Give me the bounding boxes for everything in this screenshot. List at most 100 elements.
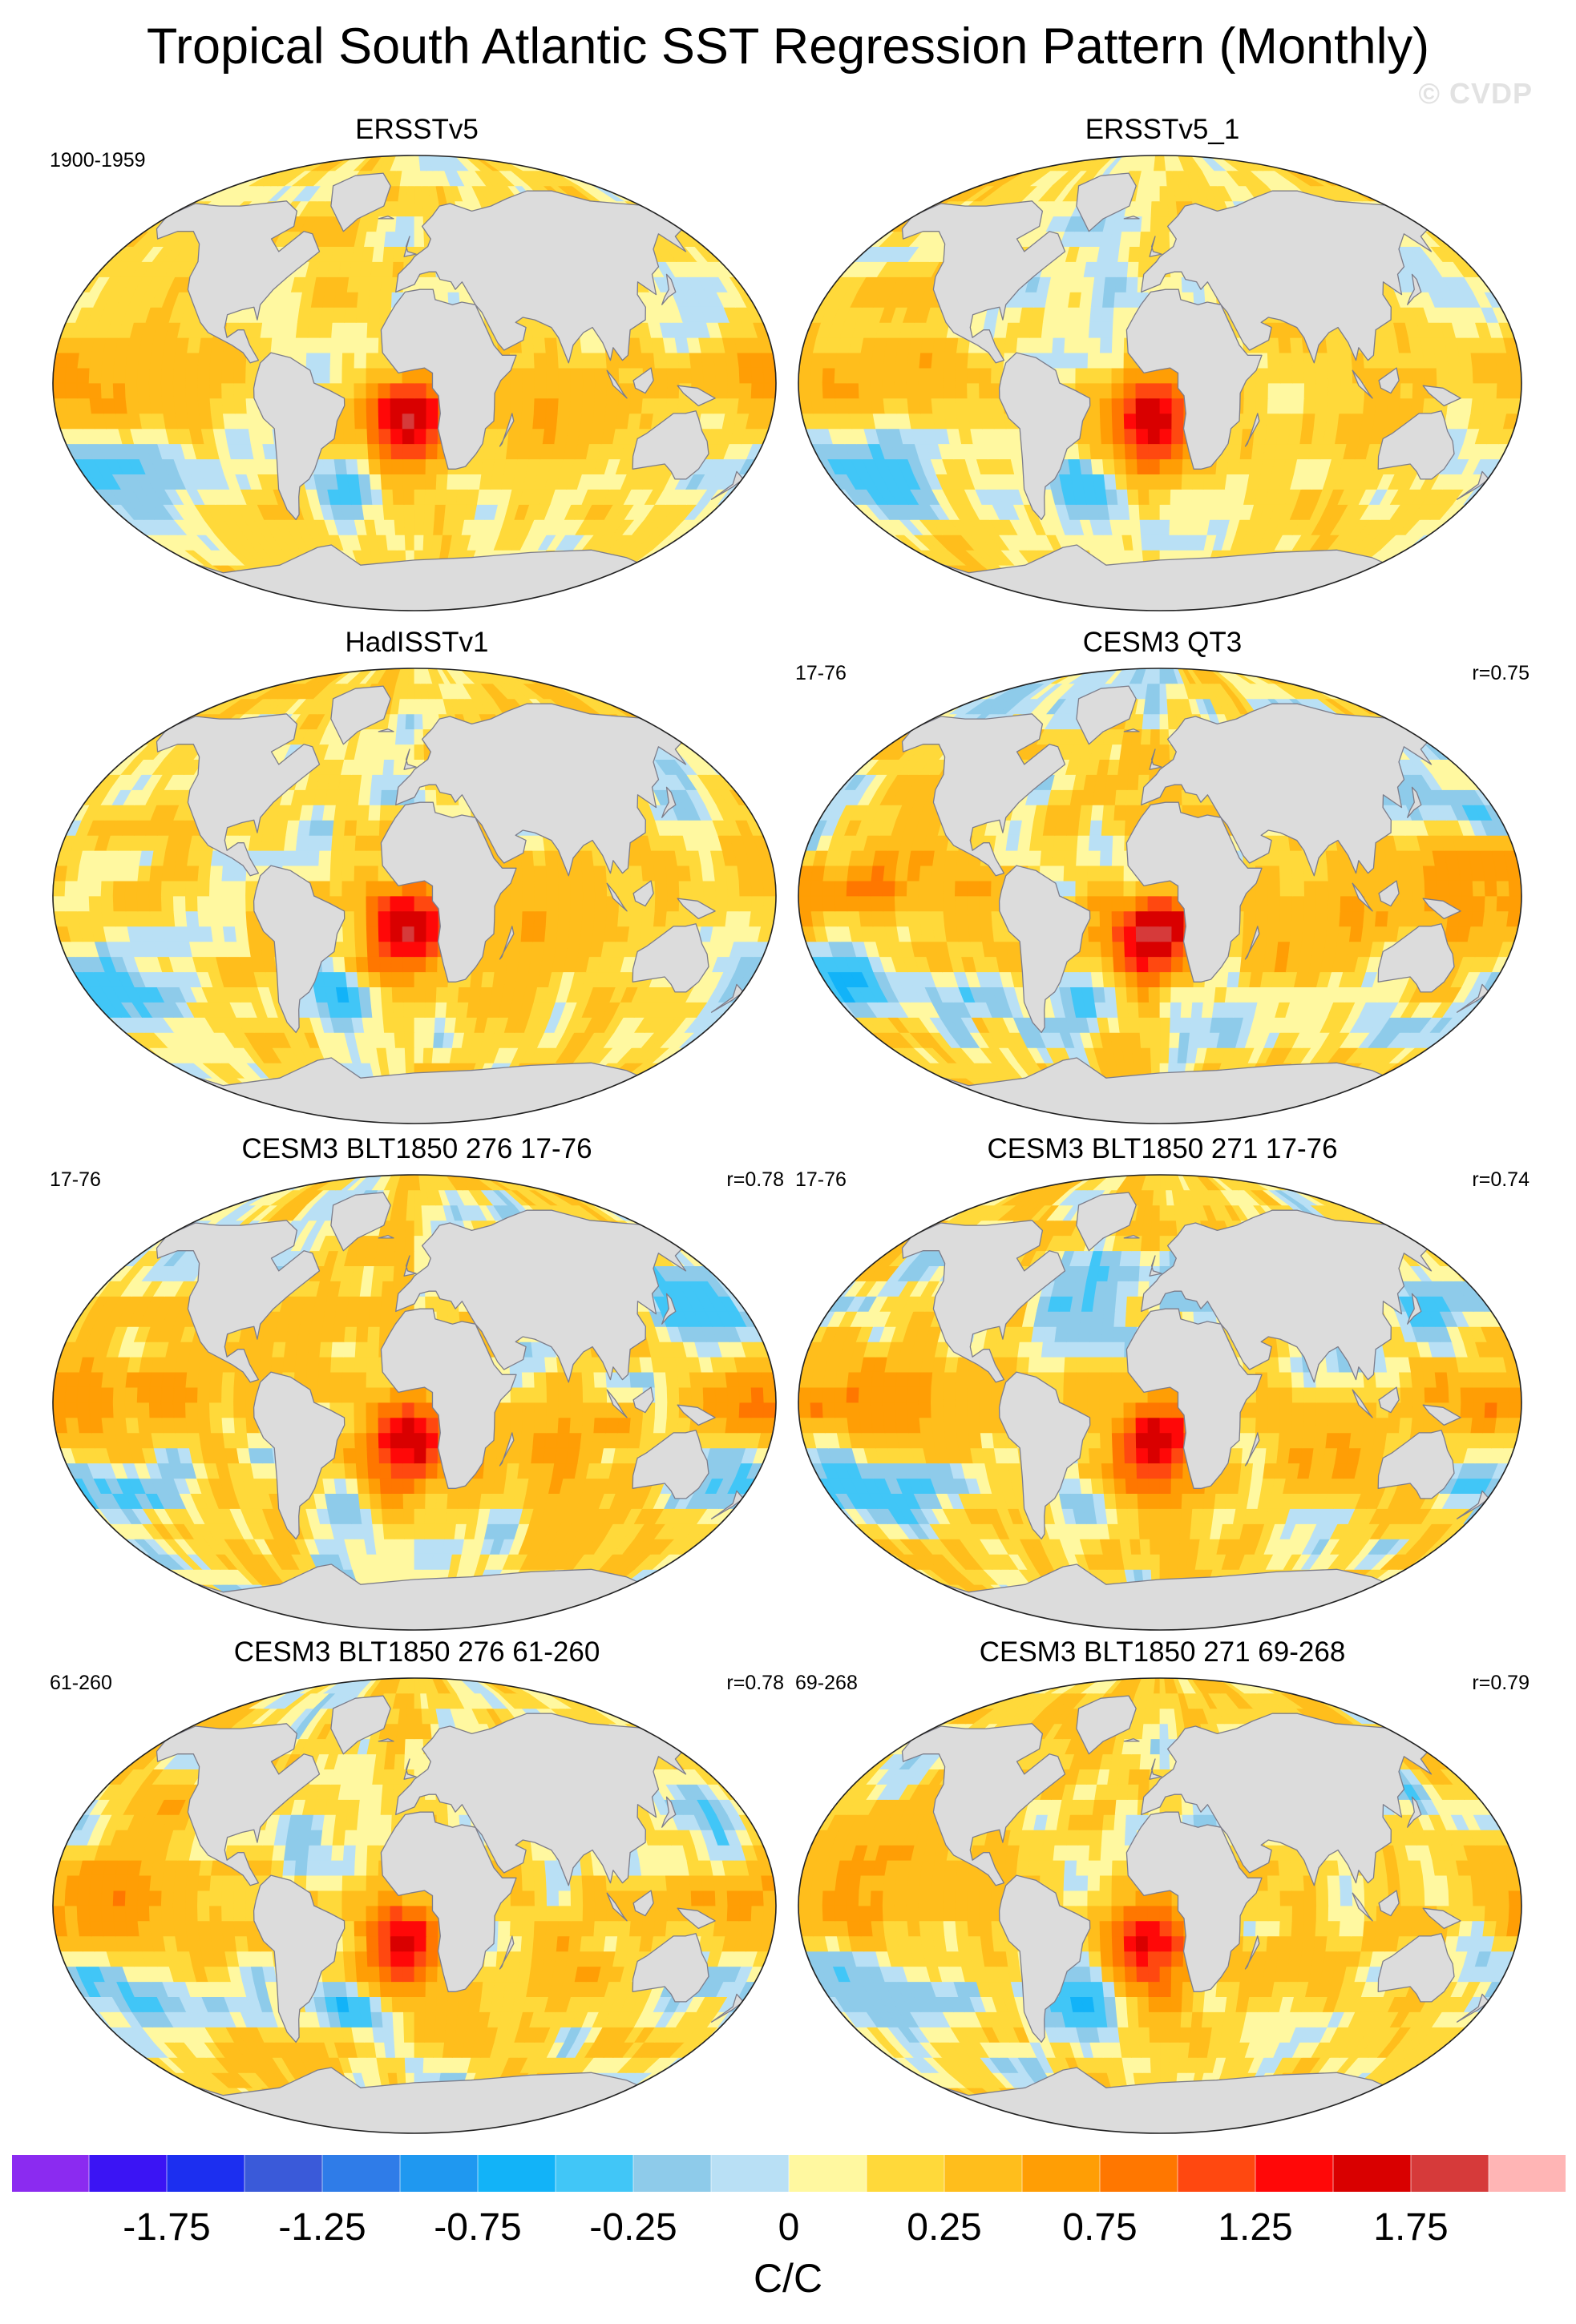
sst-cell bbox=[1159, 443, 1173, 460]
sst-cell bbox=[1148, 458, 1161, 475]
sst-cell bbox=[617, 910, 632, 927]
land-mass bbox=[330, 172, 391, 232]
sst-cell bbox=[209, 352, 224, 369]
sst-cell bbox=[463, 155, 488, 171]
sst-cell bbox=[581, 865, 596, 882]
sst-cell bbox=[354, 382, 367, 399]
sst-cell bbox=[414, 1002, 426, 1018]
sst-cell bbox=[366, 865, 379, 882]
sst-cell bbox=[956, 413, 972, 430]
sst-cell bbox=[124, 382, 139, 399]
sst-cell bbox=[544, 337, 559, 353]
sst-cell bbox=[1159, 200, 1170, 217]
sst-cell bbox=[233, 397, 248, 414]
sst-cell bbox=[629, 397, 644, 414]
sst-cell bbox=[1089, 443, 1103, 460]
sst-cell bbox=[185, 352, 200, 369]
sst-cell bbox=[426, 926, 439, 942]
sst-cell bbox=[1255, 397, 1269, 414]
sst-cell bbox=[984, 155, 1034, 171]
sst-cell bbox=[402, 956, 415, 973]
sst-cell bbox=[494, 443, 508, 460]
sst-cell bbox=[354, 895, 367, 912]
sst-cell bbox=[239, 155, 289, 171]
sst-cell bbox=[77, 352, 92, 369]
sst-cell bbox=[1139, 518, 1151, 535]
sst-cell bbox=[533, 865, 548, 882]
sst-cell bbox=[1159, 216, 1170, 232]
sst-cell bbox=[1147, 443, 1161, 460]
sst-cell bbox=[1182, 155, 1197, 171]
sst-cell bbox=[137, 910, 152, 927]
sst-cell bbox=[306, 849, 321, 866]
sst-cell bbox=[392, 489, 405, 505]
sst-cell bbox=[404, 518, 415, 535]
sst-cell bbox=[1151, 185, 1161, 202]
sst-cell bbox=[322, 804, 337, 821]
sst-cell bbox=[341, 155, 366, 171]
sst-cell bbox=[414, 504, 426, 520]
sst-cell bbox=[762, 880, 776, 897]
sst-cell bbox=[382, 246, 395, 262]
sst-cell bbox=[570, 895, 584, 912]
sst-cell bbox=[1253, 428, 1267, 445]
sst-cell bbox=[677, 865, 692, 882]
sst-cell bbox=[1412, 367, 1426, 384]
sst-cell bbox=[545, 352, 560, 369]
sst-cell bbox=[1139, 231, 1151, 248]
sst-cell bbox=[307, 834, 321, 851]
sst-cell bbox=[359, 261, 374, 277]
sst-cell bbox=[398, 185, 408, 202]
sst-cell bbox=[368, 291, 382, 308]
sst-cell bbox=[568, 926, 583, 942]
sst-cell bbox=[738, 382, 753, 399]
sst-cell bbox=[834, 367, 848, 384]
sst-cell bbox=[359, 774, 374, 790]
sst-cell bbox=[329, 352, 343, 369]
sst-cell bbox=[702, 880, 717, 897]
sst-cell bbox=[931, 352, 945, 369]
sst-cell bbox=[426, 910, 439, 927]
sst-cell bbox=[930, 367, 944, 384]
sst-cell bbox=[1140, 534, 1152, 551]
sst-cell bbox=[369, 474, 382, 490]
sst-cell bbox=[1339, 352, 1353, 369]
sst-cell bbox=[569, 865, 584, 882]
sst-cell bbox=[1087, 352, 1101, 369]
sst-cell bbox=[305, 352, 320, 369]
sst-cell bbox=[408, 155, 415, 171]
sst-cell bbox=[883, 352, 898, 369]
sst-cell bbox=[341, 865, 355, 882]
land-mass bbox=[632, 367, 654, 394]
sst-cell bbox=[342, 926, 356, 942]
sst-cell bbox=[414, 428, 427, 445]
sst-cell bbox=[380, 474, 394, 490]
sst-cell bbox=[378, 910, 391, 927]
sst-cell bbox=[979, 367, 992, 384]
sst-cell bbox=[234, 926, 249, 942]
sst-cell bbox=[580, 413, 595, 430]
sst-cell bbox=[319, 834, 333, 851]
sst-cell bbox=[726, 880, 741, 897]
sst-cell bbox=[1482, 352, 1497, 369]
sst-cell bbox=[359, 1002, 374, 1018]
sst-cell bbox=[1142, 200, 1153, 217]
sst-field bbox=[53, 155, 776, 611]
sst-cell bbox=[402, 971, 415, 988]
sst-cell bbox=[943, 397, 957, 414]
sst-cell bbox=[232, 1108, 285, 1124]
sst-cell bbox=[714, 880, 729, 897]
sst-cell bbox=[1042, 306, 1057, 323]
sst-cell bbox=[1229, 428, 1243, 445]
sst-cell bbox=[522, 382, 535, 399]
sst-cell bbox=[713, 352, 728, 369]
sst-cell bbox=[65, 910, 80, 927]
sst-cell bbox=[1215, 458, 1230, 475]
sst-cell bbox=[510, 367, 523, 384]
sst-cell bbox=[1159, 413, 1173, 430]
sst-cell bbox=[294, 337, 309, 353]
sst-cell bbox=[1005, 321, 1020, 338]
land-mass bbox=[1407, 273, 1422, 305]
land-mass bbox=[1378, 367, 1400, 394]
sst-cell bbox=[394, 518, 406, 535]
